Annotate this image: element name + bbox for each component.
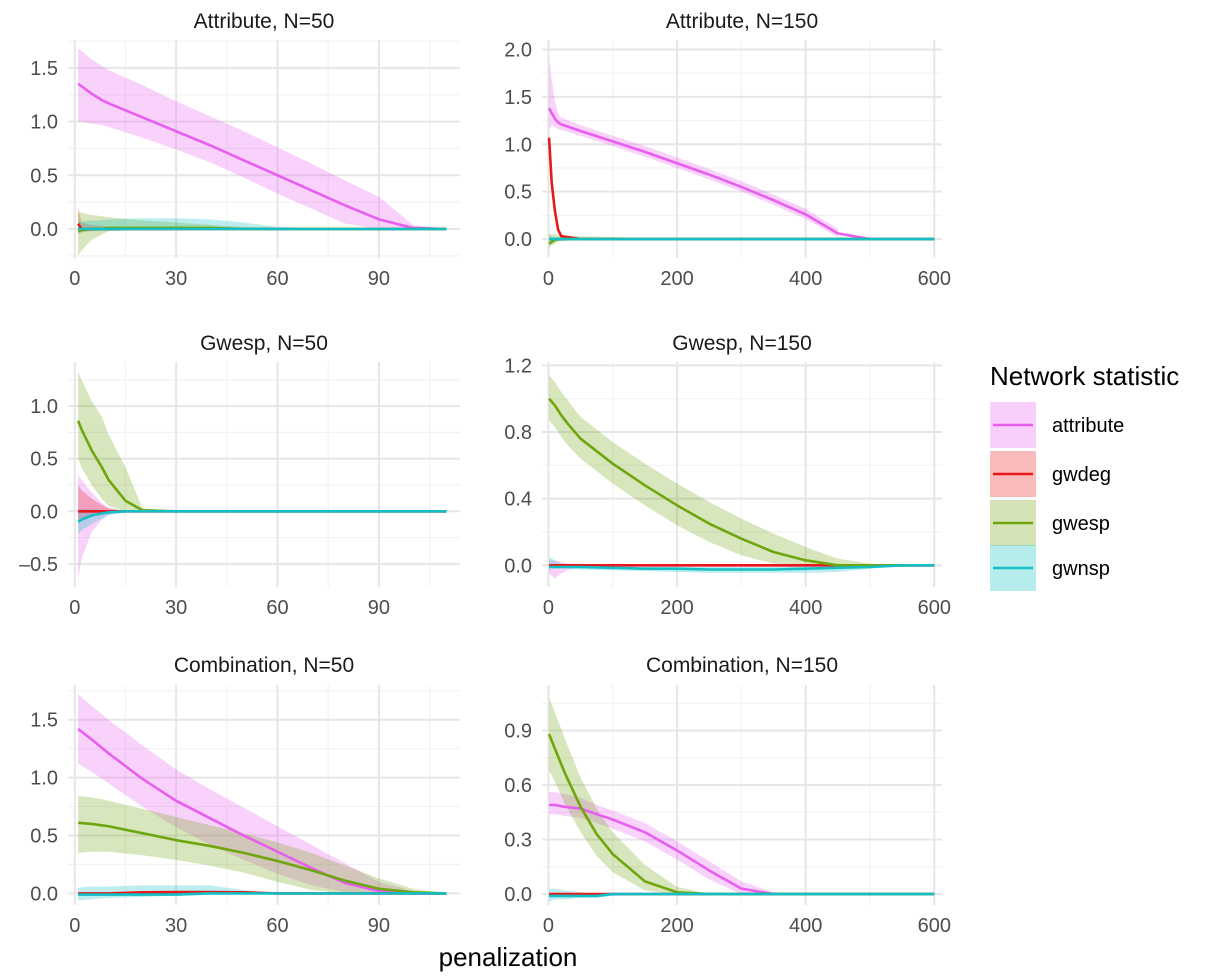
y-tick-label: 0.4 — [504, 489, 532, 511]
y-tick-label: 0.0 — [30, 501, 58, 523]
legend-label-gwesp: gwesp — [1052, 513, 1110, 535]
y-tick-label: 0.0 — [30, 883, 58, 905]
y-tick-label: 1.0 — [504, 134, 532, 156]
y-tick-label: –0.5 — [19, 554, 58, 576]
series-line-gwnsp — [78, 892, 447, 896]
panel-title: Combination, N=50 — [174, 654, 354, 677]
ribbon-gwesp — [549, 375, 935, 566]
x-tick-label: 60 — [266, 268, 288, 290]
series-line-gwnsp — [549, 892, 935, 898]
series-line-gwesp — [548, 397, 935, 567]
y-tick-label: 0.0 — [30, 219, 58, 241]
x-tick-label: 90 — [368, 915, 390, 937]
y-tick-label: 0.8 — [504, 422, 532, 444]
x-tick-label: 400 — [789, 915, 822, 937]
ribbon-attribute — [549, 792, 935, 895]
series-line-gwnsp — [549, 564, 935, 571]
x-tick-label: 600 — [918, 915, 951, 937]
x-tick-label: 90 — [368, 268, 390, 290]
panel-6: Combination, N=150 0 200 400 600 0.0 0.3 0.6 0.9 — [504, 654, 951, 937]
y-tick-label: 0.5 — [30, 165, 58, 187]
y-tick-label: 0.6 — [504, 775, 532, 797]
panel-title: Gwesp, N=150 — [672, 332, 812, 355]
panel-title: Gwesp, N=50 — [200, 332, 328, 355]
y-tick-label: 0.0 — [504, 229, 532, 251]
ribbon-gwnsp — [78, 509, 447, 535]
legend-title: Network statistic — [990, 361, 1179, 391]
x-tick-label: 60 — [266, 597, 288, 619]
series-line-gwnsp — [77, 509, 447, 523]
panel-3: Gwesp, N=50 0 30 60 90 –0.5 0.0 0.5 1.0 — [19, 332, 460, 619]
y-tick-label: 1.5 — [30, 58, 58, 80]
x-tick-label: 30 — [165, 915, 187, 937]
legend-label-attribute: attribute — [1052, 415, 1124, 437]
x-tick-label: 600 — [918, 268, 951, 290]
panel-2: Attribute, N=150 0 200 400 600 0.0 0.5 1.0 1.5 2.… — [504, 10, 951, 290]
chart-panels: Attribute, N=500 30 60 900.00.51.01.5Attrib… — [19, 10, 951, 937]
legend-item-attribute: attribute — [990, 402, 1124, 448]
x-tick-label: 0 — [69, 915, 80, 937]
y-tick-label: 0.5 — [30, 826, 58, 848]
series-line-gwesp — [78, 821, 447, 895]
y-tick-label: 0.3 — [504, 830, 532, 852]
x-tick-label: 600 — [918, 597, 951, 619]
x-tick-label: 0 — [543, 268, 554, 290]
x-tick-label: 0 — [543, 915, 554, 937]
x-tick-label: 200 — [660, 915, 693, 937]
x-tick-label: 30 — [165, 268, 187, 290]
x-tick-label: 60 — [266, 915, 288, 937]
x-axis-title: penalization — [439, 942, 578, 972]
y-tick-label: 0.0 — [504, 884, 532, 906]
x-tick-label: 0 — [543, 597, 554, 619]
panel-title: Attribute, N=50 — [194, 10, 335, 33]
y-tick-label: 0.5 — [504, 182, 532, 204]
ribbon-attribute — [78, 48, 447, 230]
y-tick-label: 1.5 — [30, 710, 58, 732]
y-tick-label: 0.5 — [30, 449, 58, 471]
y-tick-label: 0.0 — [504, 555, 532, 577]
y-tick-label: 1.2 — [504, 355, 532, 377]
y-tick-label: 1.0 — [30, 768, 58, 790]
legend-item-gwdeg: gwdeg — [990, 451, 1111, 497]
legend: Network statistic attribute gwdeg gwesp … — [990, 361, 1179, 591]
x-tick-label: 0 — [69, 597, 80, 619]
panel-1: Attribute, N=50 0 30 60 90 0.0 0.5 1.0 1.5 — [30, 10, 460, 290]
panel-4: Gwesp, N=150 0 200 400 600 0.0 0.4 0.8 1.2 — [504, 332, 951, 619]
legend-item-gwesp: gwesp — [990, 500, 1110, 546]
panel-5: Combination, N=50 0 30 60 90 0.0 0.5 1.0 1.5 — [30, 654, 460, 937]
ribbon-gwesp — [78, 371, 447, 512]
series-line-attribute — [77, 727, 447, 895]
series-line-attribute — [77, 82, 447, 231]
y-tick-label: 0.9 — [504, 720, 532, 742]
y-tick-label: 1.0 — [30, 396, 58, 418]
x-tick-label: 400 — [789, 597, 822, 619]
panel-title: Combination, N=150 — [646, 654, 838, 677]
panel-title: Attribute, N=150 — [666, 10, 818, 33]
x-tick-label: 0 — [69, 268, 80, 290]
y-tick-label: 2.0 — [504, 39, 532, 61]
legend-label-gwdeg: gwdeg — [1052, 464, 1111, 486]
ribbon-attribute — [78, 694, 447, 894]
x-tick-label: 30 — [165, 597, 187, 619]
y-tick-label: 1.5 — [504, 87, 532, 109]
legend-item-gwnsp: gwnsp — [990, 545, 1110, 591]
ribbon-attribute — [549, 58, 838, 238]
series-line-attribute — [547, 107, 935, 241]
ribbon-gwesp — [78, 211, 447, 256]
x-tick-label: 200 — [660, 268, 693, 290]
x-tick-label: 200 — [660, 597, 693, 619]
x-tick-label: 400 — [789, 268, 822, 290]
x-tick-label: 90 — [368, 597, 390, 619]
legend-label-gwnsp: gwnsp — [1052, 558, 1110, 580]
y-tick-label: 1.0 — [30, 112, 58, 134]
